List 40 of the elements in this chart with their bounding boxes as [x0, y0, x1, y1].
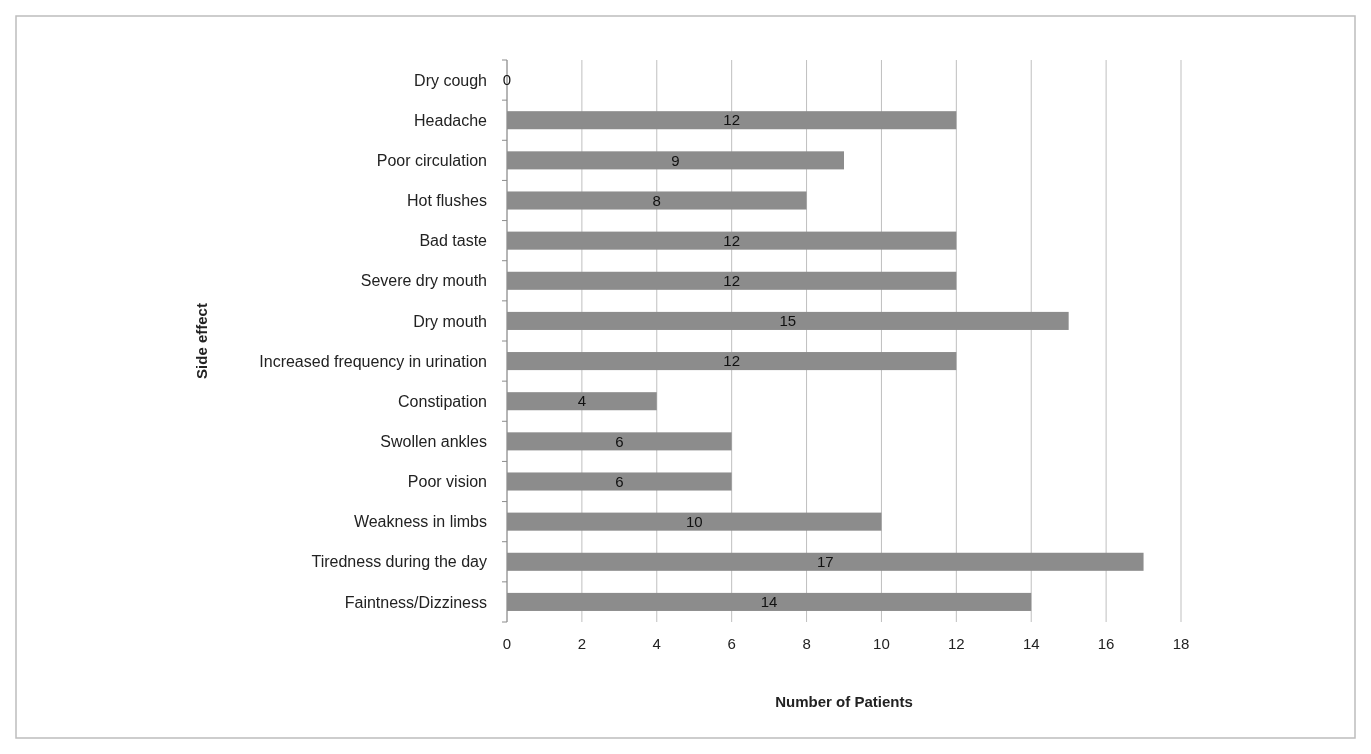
y-tick-label: Headache: [414, 111, 488, 129]
x-tick-label: 14: [1022, 635, 1040, 653]
data-label: 6: [615, 432, 624, 450]
data-label: 12: [723, 111, 741, 129]
x-tick-label: 16: [1097, 635, 1115, 653]
x-tick-label: 0: [502, 635, 512, 653]
x-tick-label: 10: [873, 635, 890, 653]
y-tick-label: Severe dry mouth: [360, 272, 487, 290]
x-tick-label: 6: [727, 635, 736, 653]
y-tick-label: Poor circulation: [376, 151, 487, 169]
data-label: 8: [652, 191, 661, 209]
y-tick-label: Tiredness during the day: [311, 553, 487, 571]
data-label: 4: [577, 392, 587, 410]
x-tick-label: 4: [652, 635, 661, 653]
data-label: 12: [723, 352, 741, 370]
y-tick-label: Dry mouth: [413, 312, 487, 330]
data-label: 9: [671, 151, 680, 169]
y-tick-label: Poor vision: [407, 473, 487, 491]
y-tick-label: Bad taste: [419, 232, 488, 250]
y-tick-label: Dry cough: [414, 71, 487, 89]
y-tick-label: Constipation: [398, 392, 487, 410]
x-tick-label: 18: [1172, 635, 1190, 653]
y-tick-label: Increased frequency in urination: [259, 352, 487, 370]
data-label: 12: [723, 231, 741, 249]
y-tick-label: Hot flushes: [406, 192, 487, 210]
x-axis-title: Number of Patients: [775, 693, 913, 710]
data-label: 10: [685, 512, 703, 530]
data-label: 14: [760, 593, 778, 611]
x-tick-label: 12: [947, 635, 965, 653]
data-label: 0: [502, 71, 512, 89]
y-tick-label: Faintness/Dizziness: [344, 593, 487, 611]
data-label: 15: [779, 312, 797, 330]
x-tick-label: 2: [577, 635, 587, 653]
data-label: 12: [723, 272, 741, 290]
x-tick-label: 8: [802, 635, 811, 653]
data-label: 6: [615, 472, 624, 490]
y-tick-label: Weakness in limbs: [353, 513, 487, 531]
data-label: 17: [816, 553, 834, 571]
y-tick-label: Swollen ankles: [380, 432, 487, 450]
y-axis-title: Side effect: [193, 303, 210, 379]
